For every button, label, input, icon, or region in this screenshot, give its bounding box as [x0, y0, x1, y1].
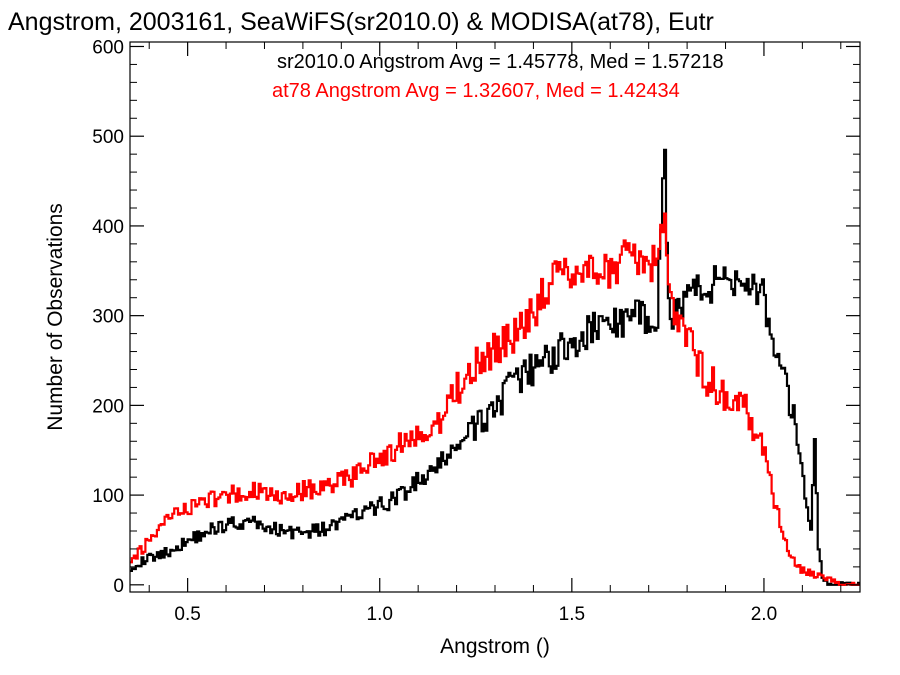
x-tick-label: 1.5 [559, 604, 585, 625]
x-tick-label: 2.0 [751, 604, 777, 625]
series-line-sr2010 [130, 148, 860, 586]
x-tick-label: 0.5 [174, 604, 200, 625]
y-tick-label: 100 [92, 486, 124, 507]
chart-title: Angstrom, 2003161, SeaWiFS(sr2010.0) & M… [8, 8, 714, 36]
y-tick-label: 400 [92, 217, 124, 238]
legend-entry-sr2010: sr2010.0 Angstrom Avg = 1.45778, Med = 1… [277, 51, 724, 73]
y-tick-label: 500 [92, 127, 124, 148]
legend-entry-at78: at78 Angstrom Avg = 1.32607, Med = 1.424… [272, 80, 680, 102]
y-tick-label: 300 [92, 307, 124, 328]
plot-frame [129, 41, 861, 593]
y-tick-label: 0 [113, 576, 124, 597]
y-axis-label: Number of Observations [44, 203, 67, 431]
plot-area [130, 148, 860, 586]
y-tick-label: 200 [92, 396, 124, 417]
x-axis-label: Angstrom () [440, 635, 550, 658]
y-tick-label: 600 [92, 37, 124, 58]
axis-ticks: 0.5 1.0 1.5 2.0 0 100 200 300 400 500 600 [92, 37, 860, 625]
series-line-at78 [130, 212, 860, 586]
x-tick-label: 1.0 [367, 604, 393, 625]
